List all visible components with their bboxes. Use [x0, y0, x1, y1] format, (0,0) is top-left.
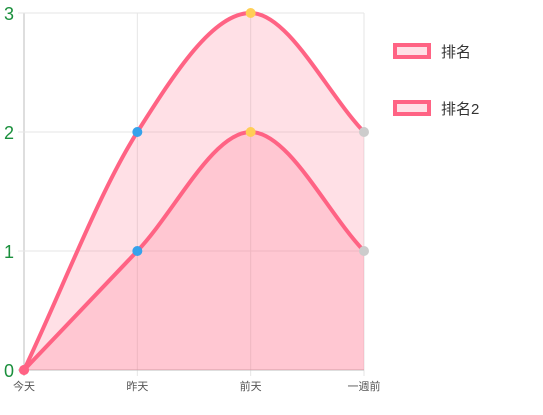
y-axis-ticks: 0 1 2 3	[4, 4, 14, 381]
legend-label-series-2: 排名2	[441, 100, 480, 118]
legend-item-series-1[interactable]: 排名	[393, 40, 479, 62]
legend-swatch-series-2	[393, 100, 431, 116]
series-2-line	[22, 130, 366, 372]
series-1-point	[132, 127, 143, 137]
series-1-point	[245, 8, 256, 18]
series-points	[19, 8, 369, 375]
series-2-point	[359, 246, 369, 256]
legend-label-series-1: 排名	[441, 43, 472, 61]
series-1-point	[359, 127, 369, 137]
x-axis-ticks: 今天 昨天 前天 一週前	[13, 379, 381, 393]
series-1-line	[22, 11, 366, 372]
y-tick-label: 2	[4, 123, 14, 143]
legend-item-series-2[interactable]: 排名2	[393, 97, 479, 119]
x-tick-label: 前天	[240, 379, 262, 393]
legend-swatch-series-1	[393, 43, 431, 59]
legend: 排名 排名2	[393, 40, 479, 154]
y-tick-label: 0	[4, 361, 14, 381]
y-tick-label: 1	[4, 242, 14, 262]
series-lines	[22, 11, 366, 372]
x-tick-label: 一週前	[348, 379, 381, 393]
x-tick-label: 昨天	[126, 380, 148, 393]
series-2-area	[24, 132, 364, 370]
y-tick-label: 3	[4, 4, 14, 24]
series-2-point	[19, 365, 29, 375]
x-tick-label: 今天	[13, 379, 35, 393]
series-2-point	[132, 246, 143, 256]
series-2-point	[245, 127, 256, 137]
